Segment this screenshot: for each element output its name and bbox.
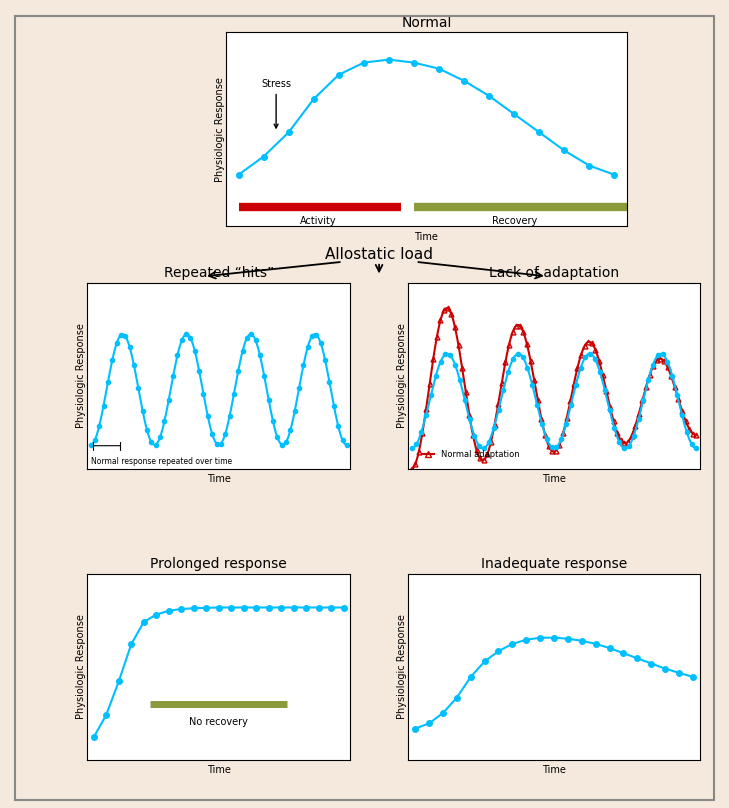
Title: Prolonged response: Prolonged response	[150, 558, 287, 571]
Title: Lack of adaptation: Lack of adaptation	[489, 267, 619, 280]
X-axis label: Time: Time	[542, 765, 566, 775]
Title: Repeated “hits”: Repeated “hits”	[163, 267, 274, 280]
Legend: Normal adaptation: Normal adaptation	[418, 447, 523, 463]
X-axis label: Time: Time	[415, 232, 438, 242]
Text: Activity: Activity	[300, 216, 337, 225]
Text: No recovery: No recovery	[190, 717, 248, 726]
Y-axis label: Physiologic Response: Physiologic Response	[214, 77, 225, 182]
X-axis label: Time: Time	[207, 765, 230, 775]
X-axis label: Time: Time	[207, 474, 230, 484]
Y-axis label: Physiologic Response: Physiologic Response	[397, 614, 407, 719]
Text: Normal response repeated over time: Normal response repeated over time	[90, 457, 232, 465]
Title: Normal: Normal	[401, 16, 452, 30]
Title: Inadequate response: Inadequate response	[481, 558, 627, 571]
Y-axis label: Physiologic Response: Physiologic Response	[397, 323, 407, 428]
Text: Recovery: Recovery	[491, 216, 537, 225]
Y-axis label: Physiologic Response: Physiologic Response	[76, 323, 86, 428]
Text: Allostatic load: Allostatic load	[325, 247, 433, 262]
X-axis label: Time: Time	[542, 474, 566, 484]
Y-axis label: Physiologic Response: Physiologic Response	[76, 614, 86, 719]
Text: Stress: Stress	[261, 79, 291, 128]
